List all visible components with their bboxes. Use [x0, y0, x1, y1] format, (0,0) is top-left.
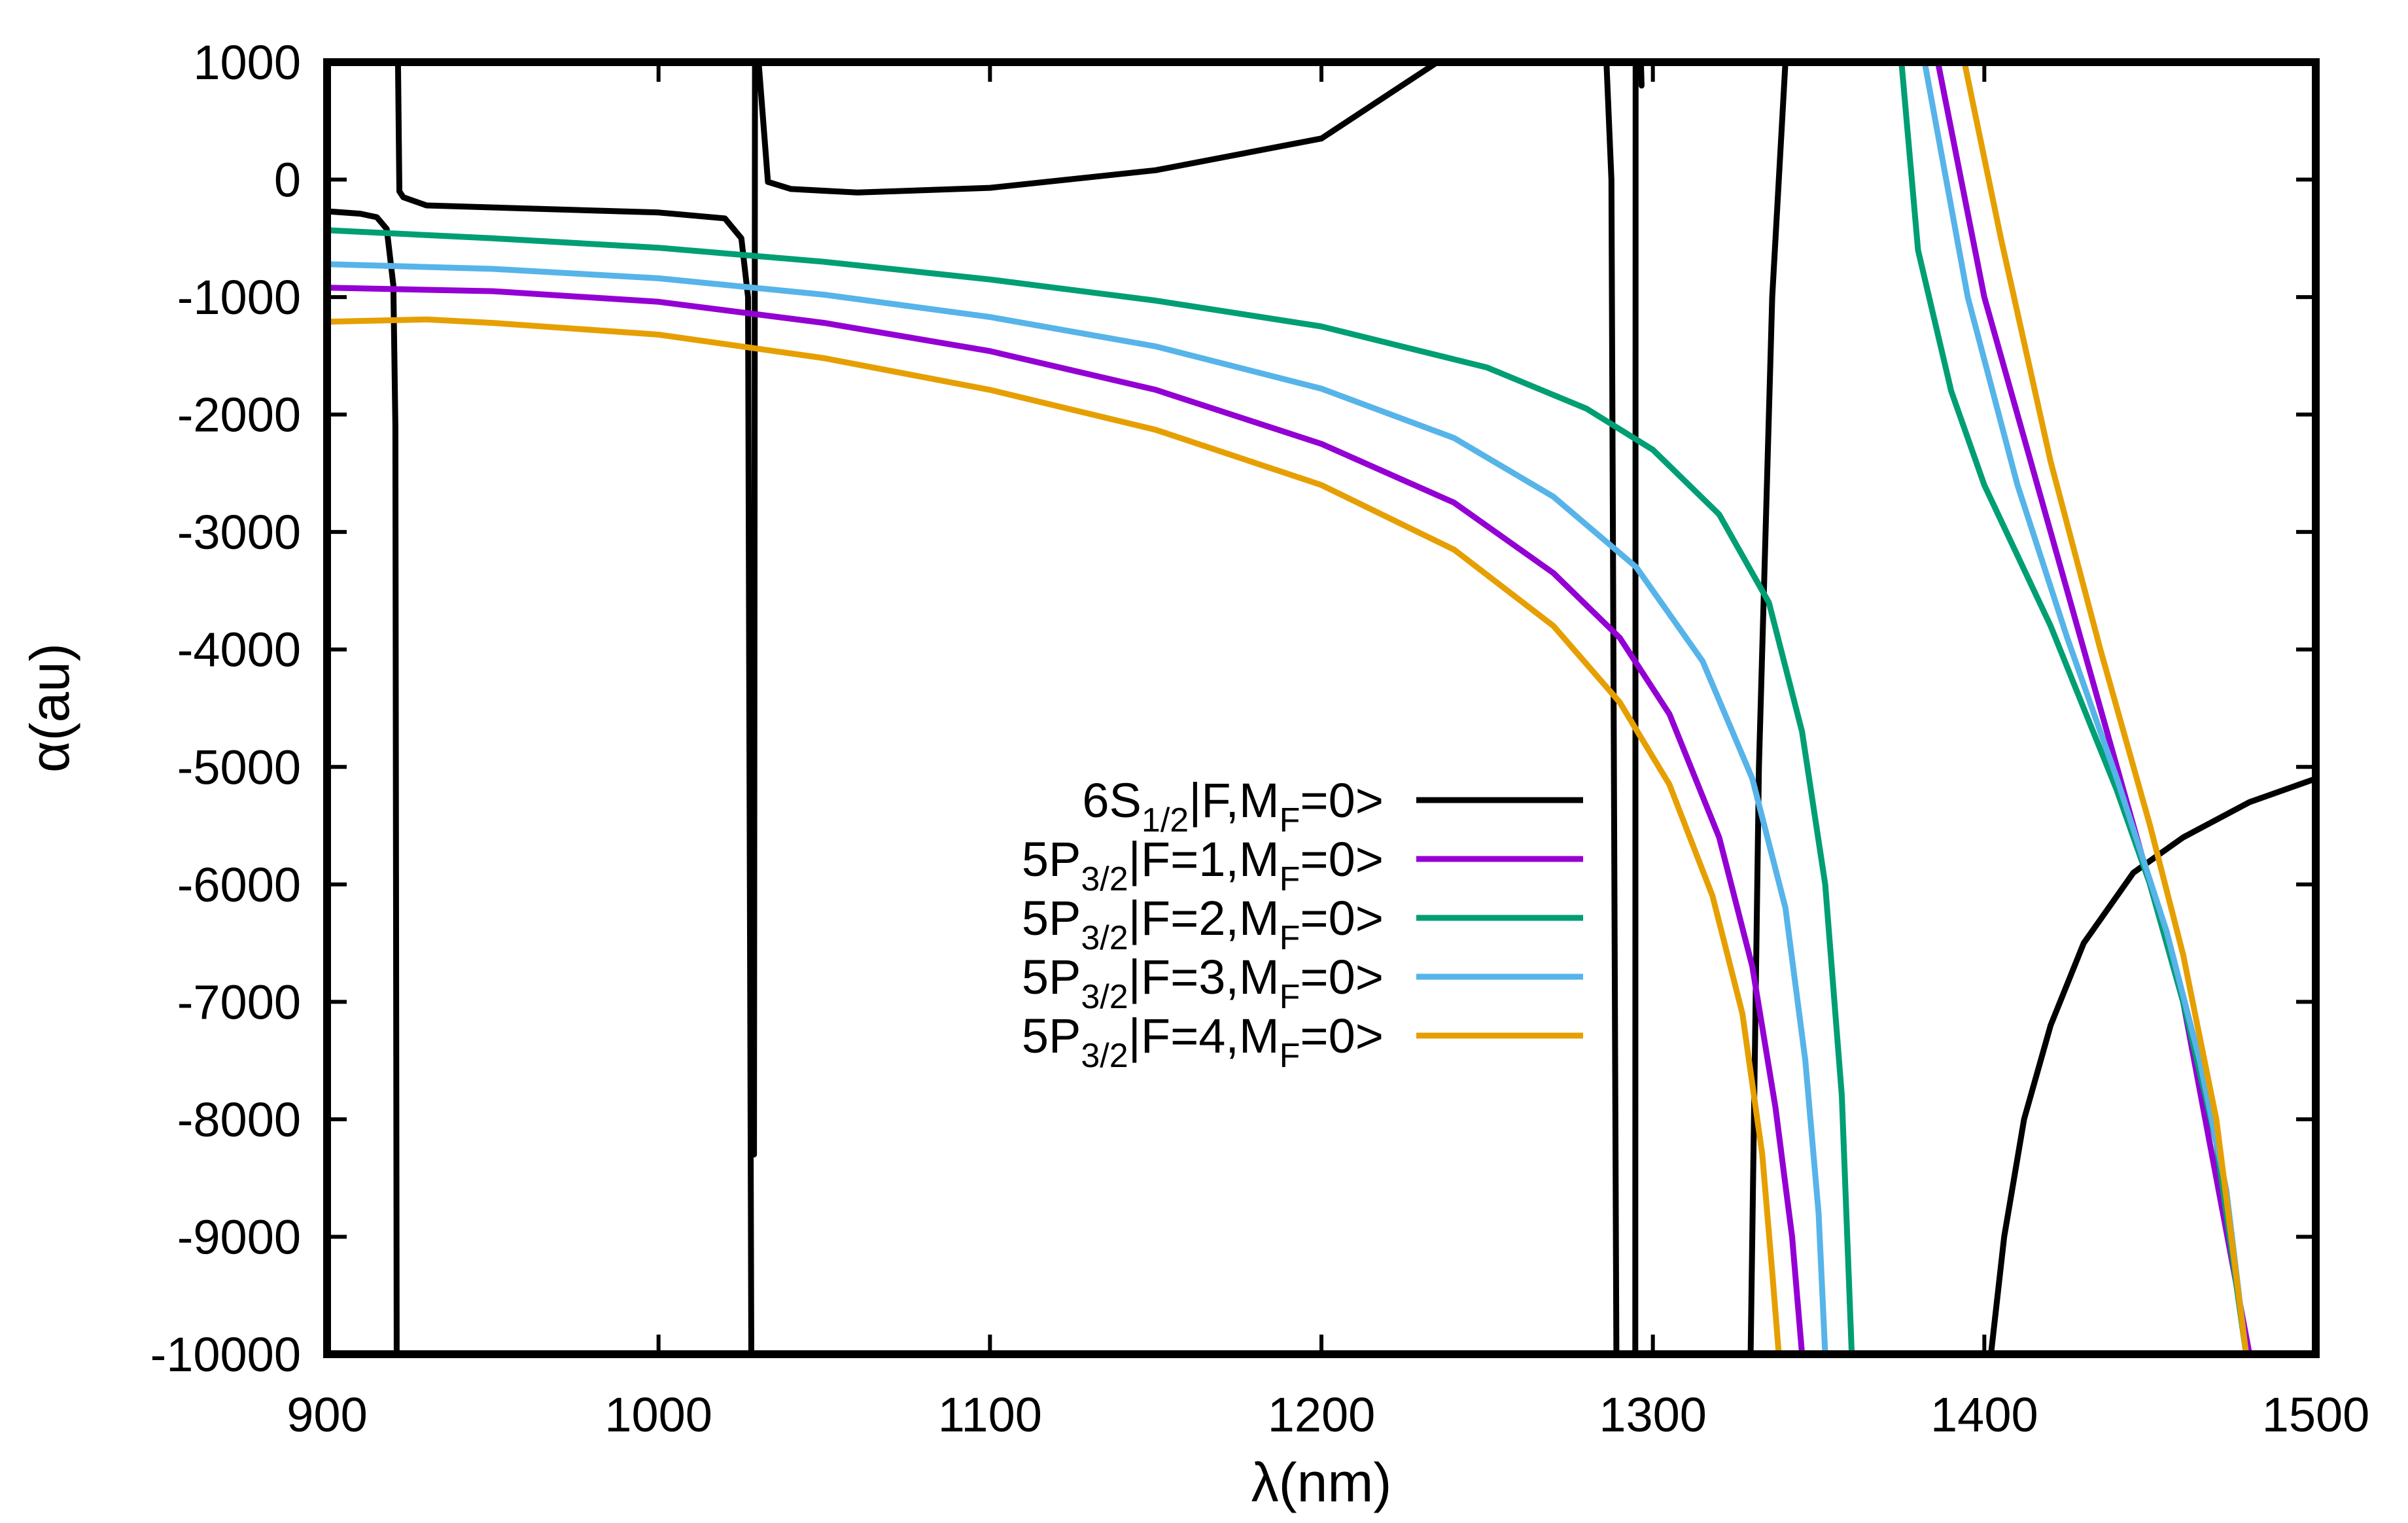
y-tick-label: -3000 — [177, 505, 301, 559]
y-tick-label: -8000 — [177, 1093, 301, 1147]
tick-label-layer: 900 1000 1100 1200 1300 1400 1500 1000 0 -1000 -20… — [150, 35, 2370, 1442]
series-0-line-segment-7 — [1747, 62, 1789, 1354]
x-tick-label: 1000 — [604, 1388, 712, 1442]
series-0-line-segment-3 — [756, 62, 1440, 196]
y-tick-label: -4000 — [177, 623, 301, 677]
tick-layer — [325, 60, 2318, 1356]
x-tick-label: 1200 — [1268, 1388, 1376, 1442]
legend-label-3: 5P3/2|F=3,MF=0> — [1022, 950, 1384, 1016]
x-axis-title: λ(nm) — [1251, 1452, 1392, 1513]
y-tick-label: -9000 — [177, 1210, 301, 1264]
y-tick-label: -1000 — [177, 270, 301, 324]
series-4-line-segment-1 — [1961, 62, 2250, 1354]
series-4-line-segment-0 — [327, 316, 1782, 1354]
legend-label-0: 6S1/2|F,MF=0> — [1082, 773, 1384, 839]
series-2-line-segment-1 — [1898, 62, 2250, 1354]
series-0-line-segment-0 — [327, 208, 400, 1354]
y-tick-label: 0 — [274, 153, 301, 207]
series-2-line-segment-0 — [327, 227, 1855, 1354]
series-0-line-segment-5 — [1632, 62, 1639, 1354]
x-tick-label: 1300 — [1599, 1388, 1707, 1442]
series-0-line-segment-8 — [1988, 775, 2316, 1354]
series-0-line-segment-1 — [394, 62, 754, 1354]
y-tick-label: -2000 — [177, 388, 301, 442]
x-tick-label: 1100 — [938, 1388, 1042, 1442]
series-3-line-segment-0 — [327, 261, 1828, 1354]
x-tick-label: 1500 — [2262, 1388, 2370, 1442]
x-tick-label: 1400 — [1930, 1388, 2038, 1442]
series-0-line-segment-2 — [751, 62, 758, 1158]
series-1-line-segment-0 — [327, 285, 1806, 1354]
legend: 6S1/2|F,MF=0>5P3/2|F=1,MF=0>5P3/2|F=2,MF… — [1022, 773, 1583, 1075]
y-tick-label: 1000 — [193, 35, 301, 90]
legend-label-2: 5P3/2|F=2,MF=0> — [1022, 891, 1384, 957]
y-tick-label: -7000 — [177, 975, 301, 1029]
y-axis-title: α(au) — [19, 643, 80, 773]
series-0-line-segment-4 — [1603, 62, 1620, 1354]
legend-label-4: 5P3/2|F=4,MF=0> — [1022, 1009, 1384, 1075]
y-tick-label: -10000 — [150, 1327, 301, 1382]
x-tick-label: 900 — [287, 1388, 367, 1442]
y-tick-label: -6000 — [177, 858, 301, 912]
series-1-line-segment-1 — [1934, 62, 2253, 1354]
series-layer — [327, 62, 2316, 1354]
legend-label-1: 5P3/2|F=1,MF=0> — [1022, 832, 1384, 898]
y-tick-label: -5000 — [177, 740, 301, 794]
